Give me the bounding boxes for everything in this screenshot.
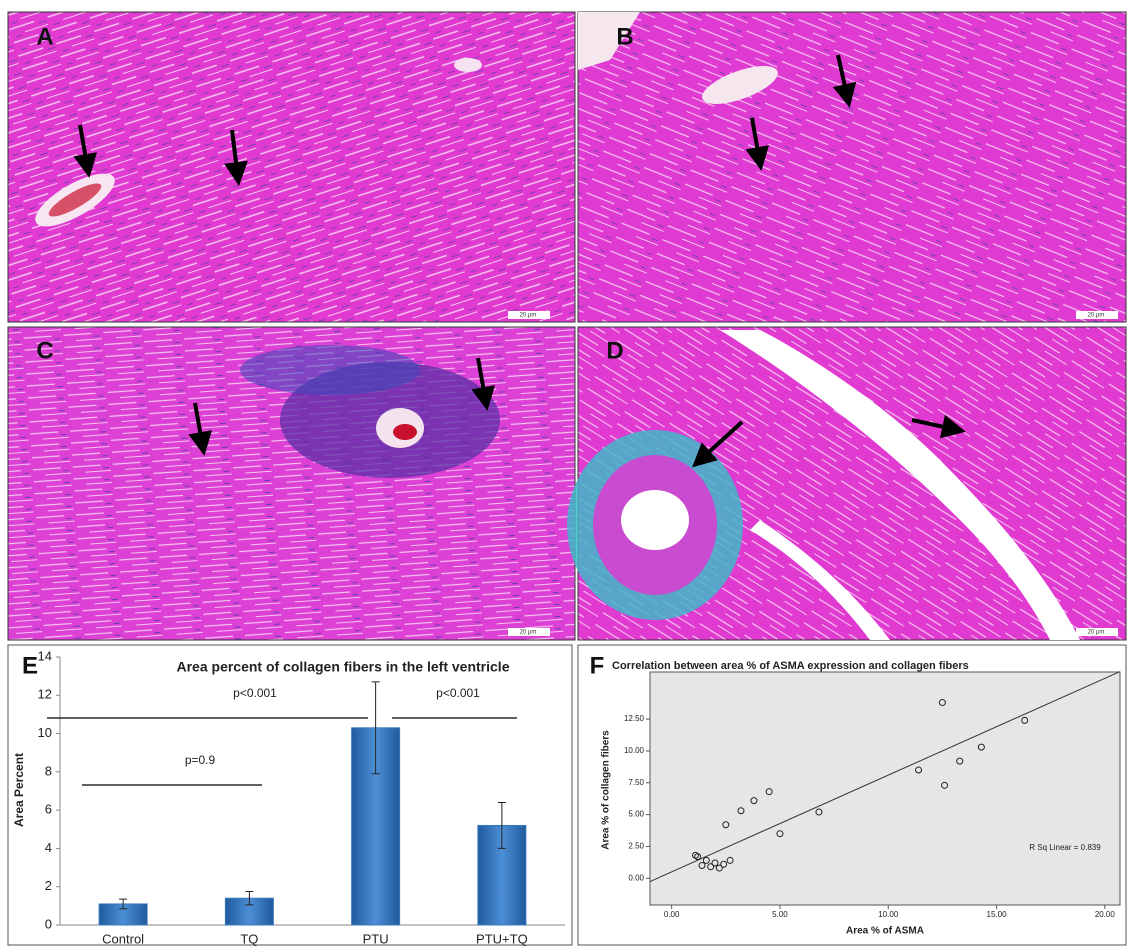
annotation: R Sq Linear = 0.839: [1029, 843, 1101, 852]
chart-title: Correlation between area % of ASMA expre…: [612, 660, 969, 672]
x-tick-label: 5.00: [772, 910, 788, 919]
x-tick-label: 10.00: [878, 910, 899, 919]
bar: [224, 897, 274, 926]
point: [765, 788, 773, 796]
chart-title: Area percent of collagen fibers in the l…: [177, 659, 510, 675]
scale-bar: [1076, 311, 1118, 319]
y-tick-label: 0: [45, 916, 52, 931]
point: [977, 743, 985, 751]
point: [776, 830, 784, 838]
point: [915, 766, 923, 774]
annotation: p<0.001: [436, 686, 480, 700]
x-tick-label: Control: [102, 931, 144, 946]
panel-label: F: [590, 652, 605, 679]
point: [720, 860, 728, 868]
trend-line: [649, 671, 1121, 883]
x-tick-label: TQ: [240, 931, 258, 946]
error-bar: [245, 891, 254, 906]
panel-label: B: [616, 23, 633, 50]
y-tick-label: 6: [45, 802, 52, 817]
y-tick-label: 2: [45, 878, 52, 893]
point: [956, 757, 964, 765]
point: [694, 853, 702, 861]
y-axis-label: Area % of collagen fibers: [601, 730, 612, 850]
x-axis-label: Area % of ASMA: [846, 926, 924, 937]
y-tick-label: 4: [45, 840, 52, 855]
vessel: [578, 12, 640, 70]
y-tick-label: 10.00: [624, 746, 645, 755]
vessel: [48, 183, 102, 217]
arrow: [745, 117, 770, 171]
x-tick-label: 20.00: [1095, 910, 1116, 919]
point: [750, 797, 758, 805]
point: [698, 862, 706, 870]
panel-label: E: [22, 652, 38, 679]
panel-label: A: [36, 23, 53, 50]
scale-label: 20 µm: [520, 313, 537, 319]
y-tick-label: 12.50: [624, 714, 645, 723]
x-tick-label: 15.00: [987, 910, 1008, 919]
micrograph-c: [7, 326, 576, 641]
arrow: [471, 357, 496, 411]
arrow: [832, 54, 857, 108]
annotation: p<0.001: [233, 686, 277, 700]
vessel: [454, 58, 482, 72]
scale-label: 20 µm: [520, 630, 537, 636]
x-tick-label: PTU: [363, 931, 389, 946]
y-axis-label: Area Percent: [12, 753, 26, 827]
scale-bar: [508, 628, 550, 636]
scale-label: 20 µm: [1088, 313, 1105, 319]
arrow: [911, 414, 966, 439]
fibrosis: [240, 345, 420, 395]
micrograph-d: [567, 326, 1127, 641]
y-tick-label: 0.00: [628, 873, 644, 882]
panel-label: C: [36, 337, 53, 364]
y-tick-label: 14: [38, 648, 52, 663]
lumen: [621, 490, 689, 550]
micrograph-b: [577, 11, 1127, 323]
plot-area: [649, 671, 1121, 906]
image: [577, 11, 1127, 323]
annotation: p=0.9: [185, 753, 216, 767]
panel-frame: [7, 644, 573, 946]
panel-label: D: [606, 337, 623, 364]
point: [707, 863, 715, 871]
arrow: [188, 402, 213, 456]
point: [702, 856, 710, 864]
y-tick-label: 7.50: [628, 778, 644, 787]
point: [938, 699, 946, 707]
error-bar: [119, 898, 128, 910]
vessel: [702, 66, 778, 104]
point: [711, 859, 719, 867]
x-tick-label: 0.00: [664, 910, 680, 919]
point: [1021, 716, 1029, 724]
y-tick-label: 10: [38, 725, 52, 740]
arrow: [692, 420, 744, 468]
scale-label: 20 µm: [1088, 630, 1105, 636]
y-tick-label: 8: [45, 763, 52, 778]
point: [815, 808, 823, 816]
y-tick-label: 12: [38, 687, 52, 702]
space: [720, 330, 1080, 640]
arrow: [224, 129, 248, 186]
micrograph-a: [7, 11, 576, 323]
y-tick-label: 2.50: [628, 842, 644, 851]
point: [941, 781, 949, 789]
x-tick-label: PTU+TQ: [476, 931, 528, 946]
scale-bar: [508, 311, 550, 319]
point: [737, 807, 745, 815]
point: [715, 864, 723, 872]
y-tick-label: 5.00: [628, 810, 644, 819]
point: [722, 821, 730, 829]
panel-frame: [577, 644, 1127, 946]
image: [7, 11, 576, 323]
error-bar: [371, 681, 380, 775]
arrow: [73, 124, 98, 178]
space: [750, 520, 890, 640]
vessel: [393, 424, 417, 440]
point: [726, 856, 734, 864]
error-bar: [497, 801, 506, 849]
scale-bar: [1076, 628, 1118, 636]
